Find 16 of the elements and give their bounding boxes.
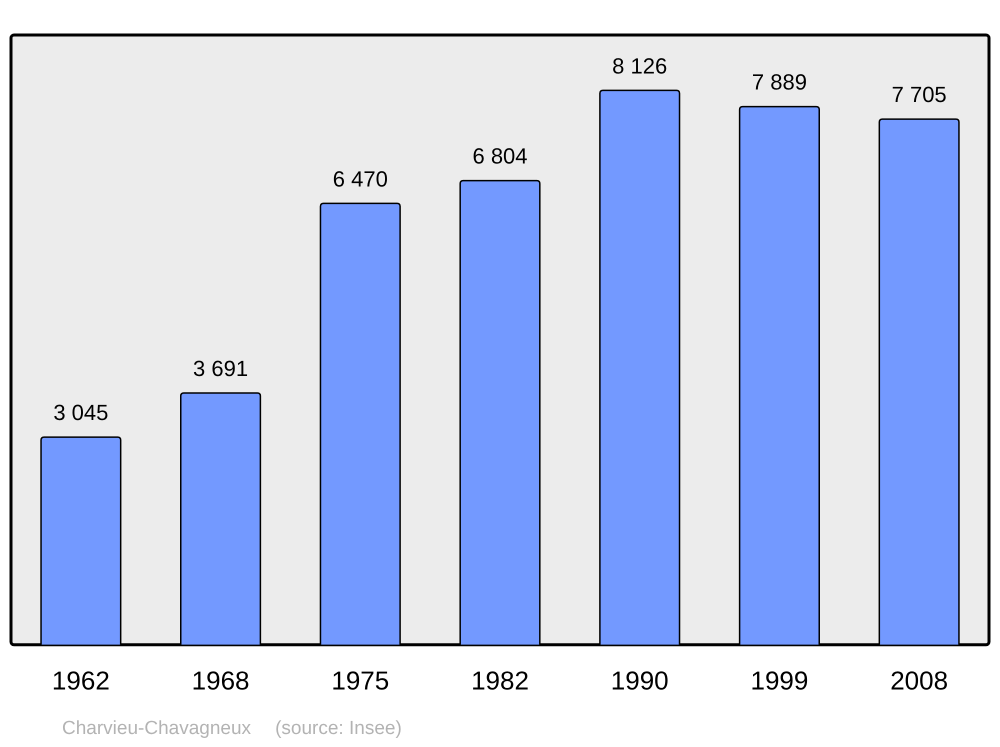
x-tick-label: 2008 xyxy=(890,666,948,696)
x-tick-label: 1975 xyxy=(331,666,390,696)
x-tick-label: 1999 xyxy=(750,666,808,696)
data-label: 8 126 xyxy=(612,54,668,78)
x-tick-label: 1982 xyxy=(471,666,529,696)
data-label: 7 705 xyxy=(892,82,947,108)
x-tick-label: 1968 xyxy=(192,666,250,696)
x-tick-label: 1962 xyxy=(52,666,110,696)
data-label: 6 804 xyxy=(472,144,528,169)
text: Charvieu-Chavagneux xyxy=(62,718,252,739)
data-label: 3 691 xyxy=(193,356,248,382)
data-label: 3 045 xyxy=(53,400,108,426)
data-label: 6 470 xyxy=(332,166,388,192)
data-label: 7 889 xyxy=(752,70,807,95)
text: (source: Insee) xyxy=(275,718,402,739)
x-tick-label: 1990 xyxy=(610,666,669,696)
